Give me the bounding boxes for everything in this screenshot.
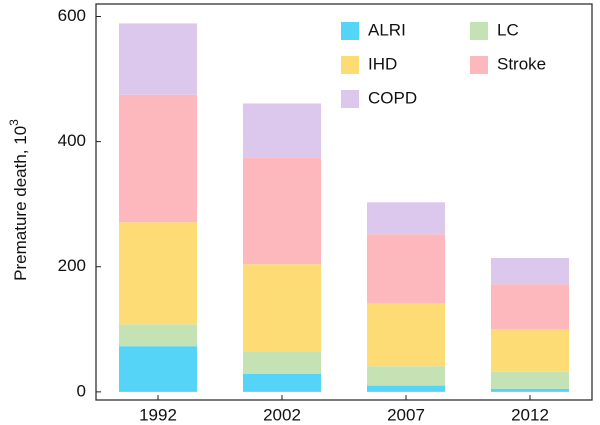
x-tick-label: 2007 — [387, 405, 425, 424]
legend-swatch — [470, 22, 488, 40]
bar-segment — [367, 385, 445, 392]
legend-swatch — [341, 90, 359, 108]
y-tick-label: 400 — [58, 131, 86, 150]
legend-swatch — [470, 56, 488, 74]
bar-segment — [243, 157, 321, 265]
bar-segment — [367, 202, 445, 235]
legend-label: LC — [497, 20, 519, 39]
bar-segment — [243, 351, 321, 374]
y-tick-label: 0 — [77, 381, 86, 400]
bar-segment — [119, 324, 197, 347]
y-axis-label: Premature death, 103 — [7, 119, 30, 281]
plot-frame — [95, 3, 593, 401]
bar-segment — [243, 264, 321, 352]
bar-segment — [119, 346, 197, 392]
bar-segment — [243, 373, 321, 392]
legend-label: ALRI — [368, 20, 406, 39]
legend-swatch — [341, 22, 359, 40]
x-tick-label: 1992 — [139, 405, 177, 424]
legend-label: COPD — [368, 88, 417, 107]
bar-segment — [491, 257, 569, 285]
y-axis-label-superscript: 3 — [7, 119, 21, 126]
bar-segment — [119, 222, 197, 325]
bar-segment — [491, 284, 569, 330]
bar-segment — [367, 234, 445, 304]
y-tick-label: 200 — [58, 256, 86, 275]
bar-segment — [243, 103, 321, 158]
bar-segment — [491, 388, 569, 392]
x-tick-label: 2012 — [511, 405, 549, 424]
x-tick-label: 2002 — [263, 405, 301, 424]
y-axis-label-text: Premature death, 10 — [11, 126, 30, 281]
bar-segment — [367, 303, 445, 367]
legend-label: IHD — [368, 54, 397, 73]
bar-segment — [367, 366, 445, 386]
bar-segment — [491, 371, 569, 389]
y-tick-label: 600 — [58, 6, 86, 25]
legend-swatch — [341, 56, 359, 74]
bar-segment — [119, 94, 197, 223]
legend-label: Stroke — [497, 54, 546, 73]
bar-segment — [491, 329, 569, 372]
bar-segment — [119, 23, 197, 95]
